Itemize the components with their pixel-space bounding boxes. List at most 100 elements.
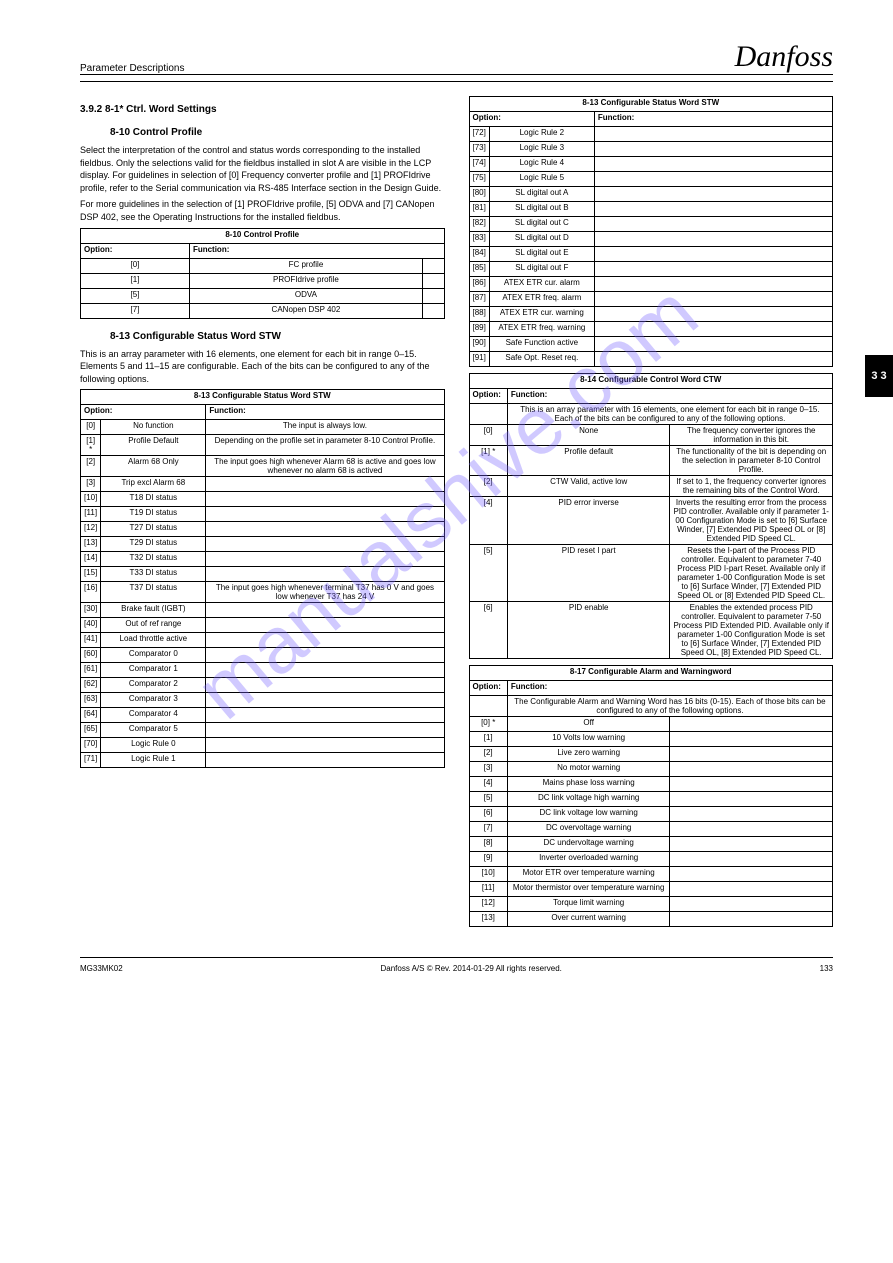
page: Parameter Descriptions Danfoss 3 3 3.9.2… (0, 0, 893, 1003)
footer-left: MG33MK02 (80, 964, 123, 973)
table-row: [74]Logic Rule 4 (469, 157, 833, 172)
table-row: [30]Brake fault (IGBT) (81, 603, 445, 618)
table-row: [82]SL digital out C (469, 217, 833, 232)
t3-col-function: Function: (206, 405, 444, 420)
param-8-10-desc-2: For more guidelines in the selection of … (80, 198, 445, 223)
t4-col-option: Option: (469, 389, 507, 404)
table-row: [73]Logic Rule 3 (469, 142, 833, 157)
table-row: [40]Out of ref range (81, 618, 445, 633)
table-8-14: 8-14 Configurable Control Word CTW Optio… (469, 373, 834, 659)
heading-ctrl-word: 3.9.2 8-1* Ctrl. Word Settings (80, 104, 445, 115)
table-row: [0]NoneThe frequency converter ignores t… (469, 425, 833, 446)
table-row: [81]SL digital out B (469, 202, 833, 217)
t4-fn: This is an array parameter with 16 eleme… (507, 404, 832, 425)
t3b-col-function: Function: (594, 112, 832, 127)
t3-head: 8-13 Configurable Status Word STW (81, 390, 445, 405)
table-row: [65]Comparator 5 (81, 723, 445, 738)
table-row: [41]Load throttle active (81, 633, 445, 648)
param-8-10-desc-1: Select the interpretation of the control… (80, 144, 445, 194)
table-8-10: 8-10 Control Profile Option: Function: [… (80, 228, 445, 319)
table-row: [91]Safe Opt. Reset req. (469, 352, 833, 367)
t1-head: 8-10 Control Profile (81, 228, 445, 243)
table-row: [12]Torque limit warning (469, 897, 833, 912)
table-row: [64]Comparator 4 (81, 708, 445, 723)
left-column: 3.9.2 8-1* Ctrl. Word Settings 8-10 Cont… (80, 92, 445, 927)
table-row: [9]Inverter overloaded warning (469, 852, 833, 867)
page-header: Parameter Descriptions Danfoss (80, 40, 833, 74)
t1-col-function: Function: (189, 243, 444, 258)
table-row: [90]Safe Function active (469, 337, 833, 352)
table-row: [1]10 Volts low warning (469, 732, 833, 747)
t4-head: 8-14 Configurable Control Word CTW (469, 374, 833, 389)
rule-2 (80, 81, 833, 82)
table-row: [89]ATEX ETR freq. warning (469, 322, 833, 337)
table-row: [1] *Profile DefaultDepending on the pro… (81, 435, 445, 456)
table-row: [14]T32 DI status (81, 552, 445, 567)
table-row: [83]SL digital out D (469, 232, 833, 247)
table-row: [63]Comparator 3 (81, 693, 445, 708)
table-row: [3]Trip excl Alarm 68 (81, 477, 445, 492)
table-8-13b: 8-13 Configurable Status Word STW Option… (469, 96, 834, 367)
footer-center: Danfoss A/S © Rev. 2014-01-29 All rights… (380, 964, 561, 973)
table-row: [60]Comparator 0 (81, 648, 445, 663)
table-row: [13]T29 DI status (81, 537, 445, 552)
t3b-head: 8-13 Configurable Status Word STW (469, 97, 833, 112)
table-row: [4]PID error inverseInverts the resultin… (469, 497, 833, 545)
table-row: [12]T27 DI status (81, 522, 445, 537)
table-row: [7]DC overvoltage warning (469, 822, 833, 837)
table-row: [75]Logic Rule 5 (469, 172, 833, 187)
table-row: [8]DC undervoltage warning (469, 837, 833, 852)
table-row: [5]DC link voltage high warning (469, 792, 833, 807)
param-8-13-title: 8-13 Configurable Status Word STW (80, 331, 445, 342)
table-row: [11]T19 DI status (81, 507, 445, 522)
table-row: [86]ATEX ETR cur. alarm (469, 277, 833, 292)
table-row: [15]T33 DI status (81, 567, 445, 582)
table-row: [5]PID reset I partResets the I-part of … (469, 545, 833, 602)
right-column: 8-13 Configurable Status Word STW Option… (469, 92, 834, 927)
table-row: [62]Comparator 2 (81, 678, 445, 693)
table-row: [70]Logic Rule 0 (81, 738, 445, 753)
table-row: [2]Live zero warning (469, 747, 833, 762)
t5-head: 8-17 Configurable Alarm and Warningword (469, 666, 833, 681)
t5-fn: The Configurable Alarm and Warning Word … (507, 696, 832, 717)
rule-1 (80, 74, 833, 75)
table-row: [5]ODVA (81, 288, 445, 303)
table-row: [2]CTW Valid, active lowIf set to 1, the… (469, 476, 833, 497)
footer-right: 133 (820, 964, 833, 973)
table-8-13: 8-13 Configurable Status Word STW Option… (80, 389, 445, 768)
brand-logo: Danfoss (735, 40, 833, 74)
table-row: [85]SL digital out F (469, 262, 833, 277)
table-row: [4]Mains phase loss warning (469, 777, 833, 792)
t5-col-function: Function: (507, 681, 832, 696)
param-8-13-desc: This is an array parameter with 16 eleme… (80, 348, 445, 386)
table-row: [7]CANopen DSP 402 (81, 303, 445, 318)
table-row: [0]No functionThe input is always low. (81, 420, 445, 435)
table-row: [84]SL digital out E (469, 247, 833, 262)
table-row: [2]Alarm 68 OnlyThe input goes high when… (81, 456, 445, 477)
table-row: [6]PID enableEnables the extended proces… (469, 602, 833, 659)
table-row: [87]ATEX ETR freq. alarm (469, 292, 833, 307)
t3-col-option: Option: (81, 405, 206, 420)
table-row: [1]PROFIdrive profile (81, 273, 445, 288)
table-row: [0]FC profile (81, 258, 445, 273)
table-row: [16]T37 DI statusThe input goes high whe… (81, 582, 445, 603)
table-row: [72]Logic Rule 2 (469, 127, 833, 142)
t3b-col-option: Option: (469, 112, 594, 127)
t1-col-option: Option: (81, 243, 190, 258)
table-8-17: 8-17 Configurable Alarm and Warningword … (469, 665, 834, 927)
header-title: Parameter Descriptions (80, 63, 184, 74)
table-row: [11]Motor thermistor over temperature wa… (469, 882, 833, 897)
table-row: [0] *Off (469, 717, 833, 732)
table-row: [13]Over current warning (469, 912, 833, 927)
section-thumb: 3 3 (865, 355, 893, 397)
t5-col-option: Option: (469, 681, 507, 696)
table-row: [61]Comparator 1 (81, 663, 445, 678)
table-row: [6]DC link voltage low warning (469, 807, 833, 822)
t4-col-function: Function: (507, 389, 832, 404)
page-footer: MG33MK02 Danfoss A/S © Rev. 2014-01-29 A… (80, 957, 833, 973)
table-row: [88]ATEX ETR cur. warning (469, 307, 833, 322)
table-row: [10]T18 DI status (81, 492, 445, 507)
table-row: [80]SL digital out A (469, 187, 833, 202)
table-row: [71]Logic Rule 1 (81, 753, 445, 768)
table-row: [10]Motor ETR over temperature warning (469, 867, 833, 882)
